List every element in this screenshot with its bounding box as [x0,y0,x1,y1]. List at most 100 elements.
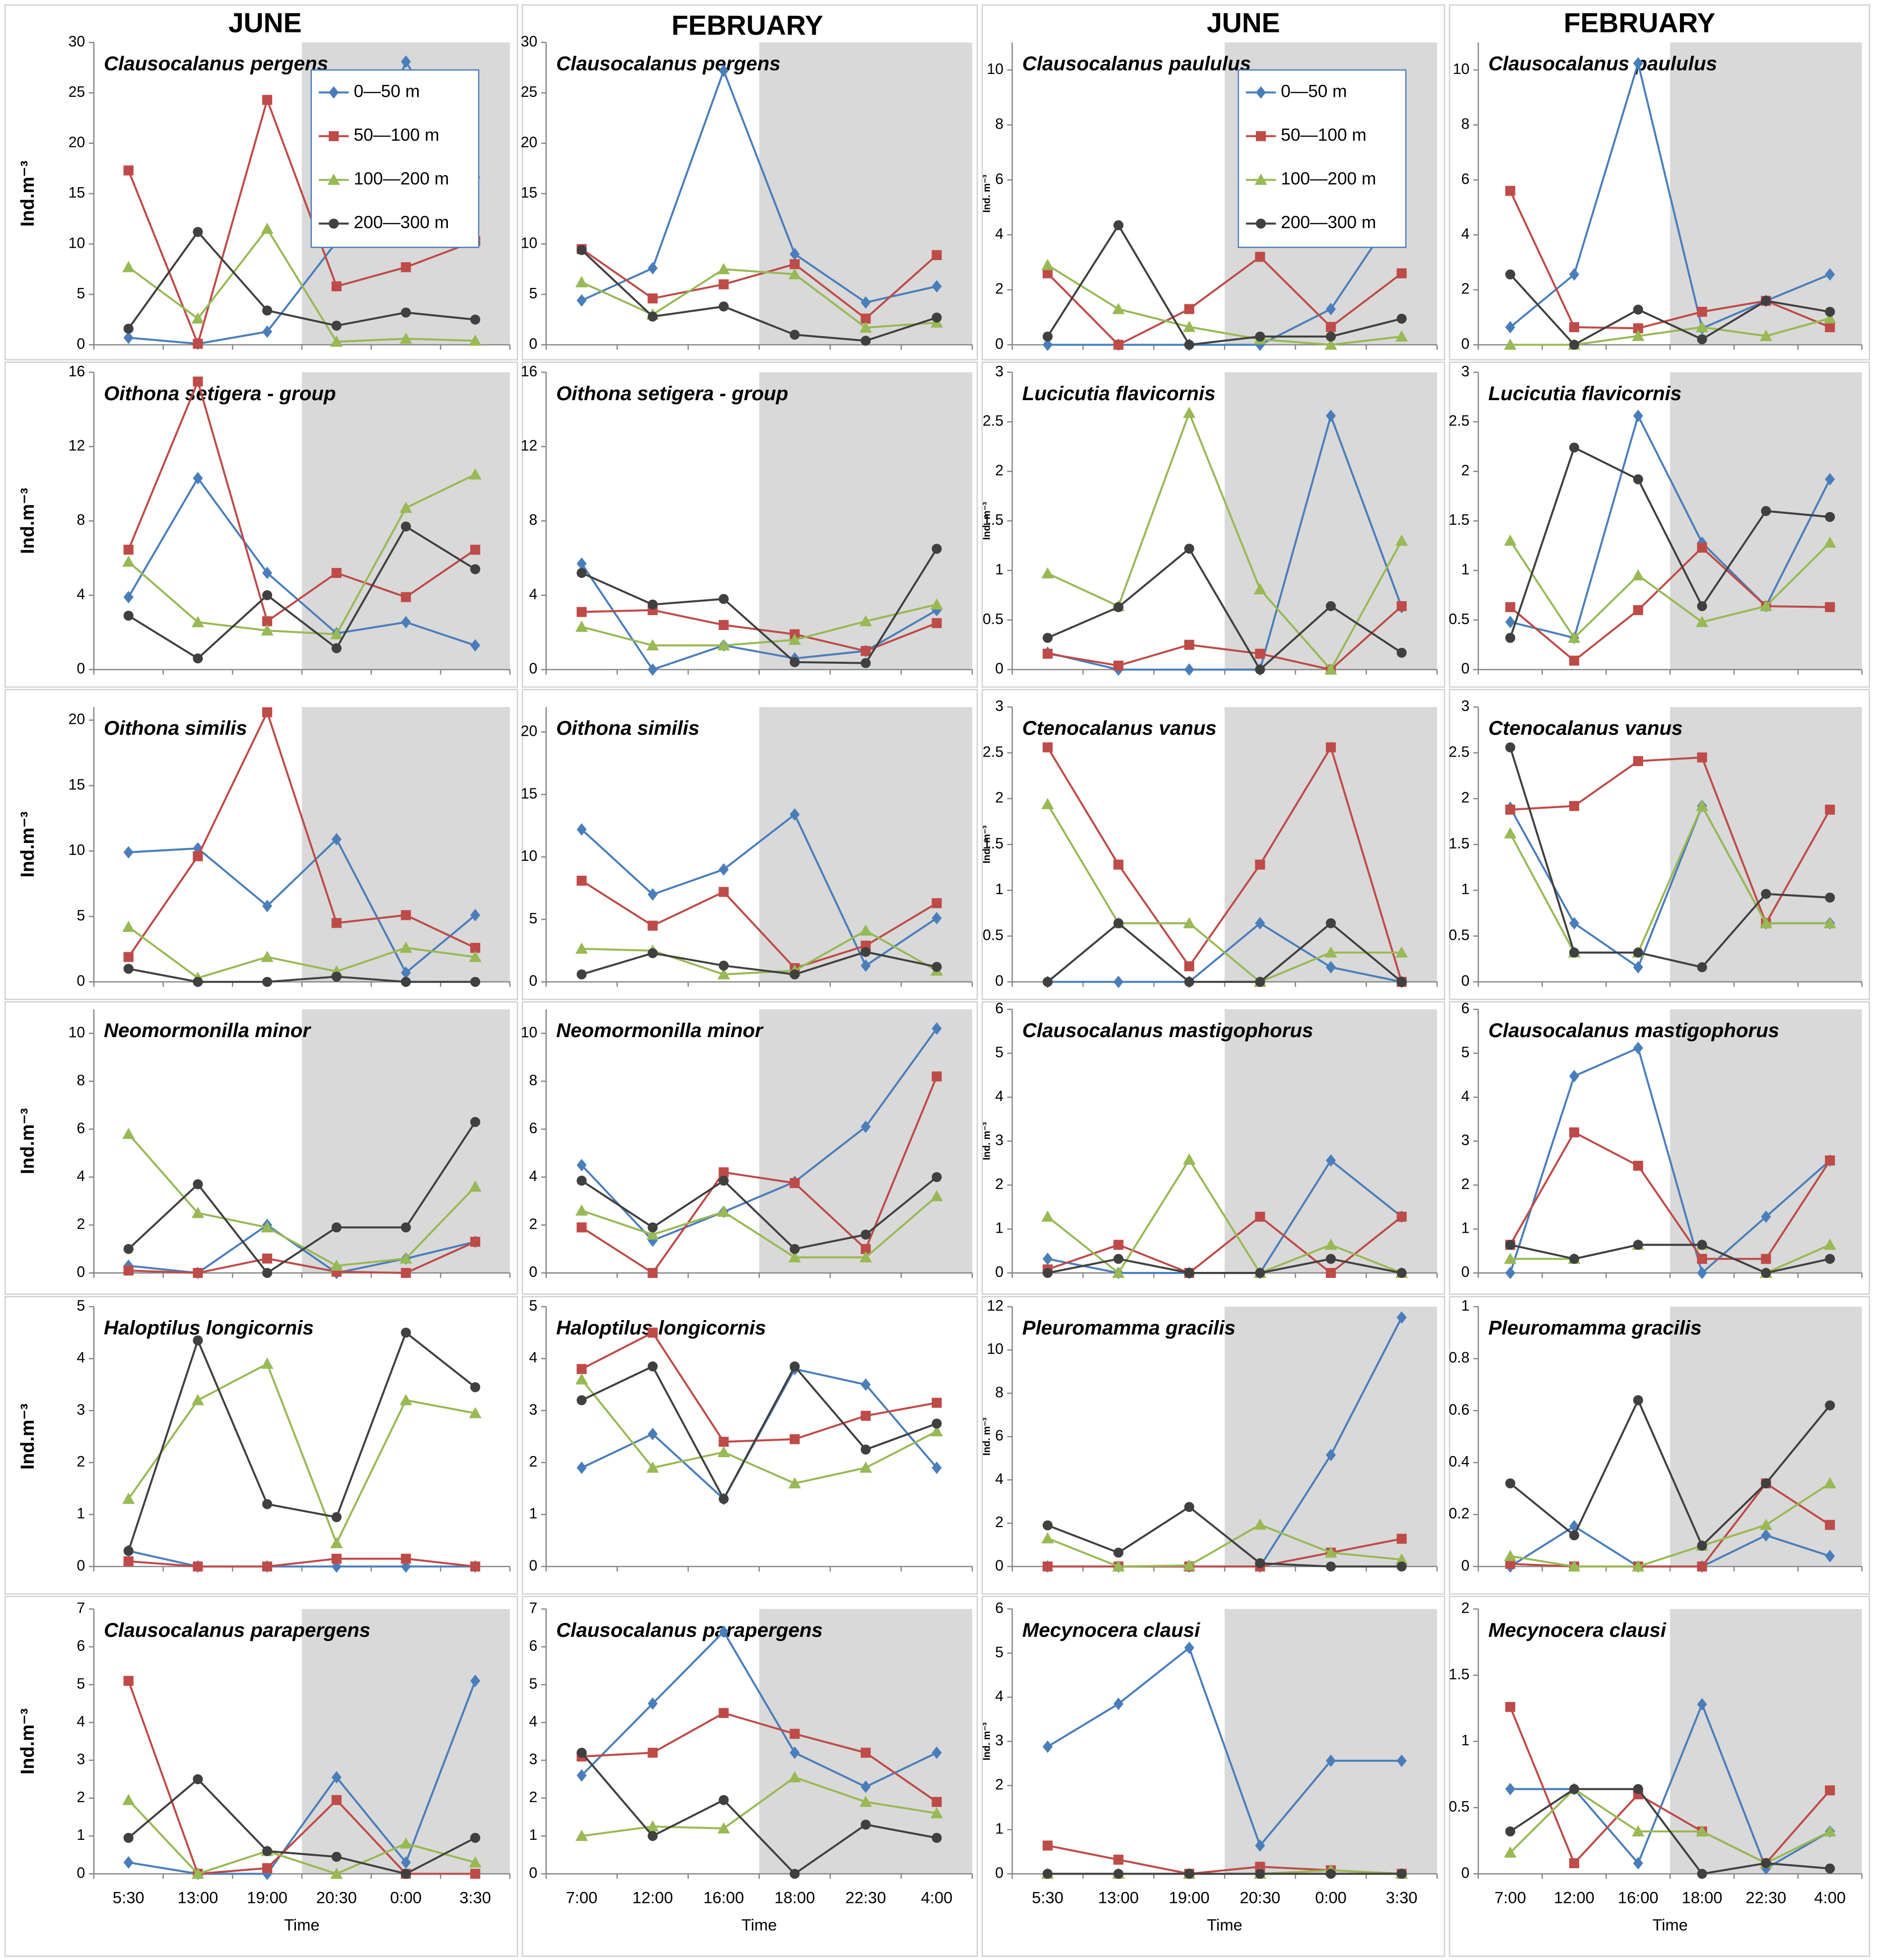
series-line [128,1778,476,1875]
series-line [1509,446,1830,638]
y-tick-label: 10 [69,1024,85,1041]
data-point [1253,1518,1267,1530]
series-line [128,1550,476,1568]
data-point [788,1771,801,1783]
data-point [1184,639,1194,650]
data-point [1695,321,1709,333]
series-line [1510,1244,1830,1274]
night-shade [759,1009,972,1273]
y-tick-label: 1 [995,1820,1004,1837]
series-line [1510,59,1830,330]
y-tick-label: 30 [69,34,85,50]
x-tick-label: 5:30 [1032,1888,1064,1906]
data-point [859,1461,872,1473]
series-line [128,230,476,330]
series-line [581,1712,938,1803]
y-tick-label: 16 [69,363,85,380]
y-tick-label: 1 [995,1220,1004,1237]
y-tick-label: 0.4 [1449,1454,1469,1470]
data-point [470,545,481,555]
series-line [1047,1646,1402,1848]
data-point [1569,1254,1580,1264]
data-point [648,311,658,322]
series-line [1509,540,1831,639]
data-point [859,924,872,936]
data-point [648,293,658,304]
chart-title: Lucicutia flavicornis [1488,382,1681,405]
data-point [861,1244,871,1254]
data-point [861,947,871,957]
night-shade [759,42,972,345]
data-point [1042,1561,1053,1572]
data-point [1042,977,1053,987]
y-tick-label: 0 [529,973,537,989]
data-point [1633,1784,1643,1794]
y-tick-label: 6 [77,1120,85,1136]
data-point [648,888,658,901]
data-point [1112,1560,1125,1572]
data-point [1825,1785,1835,1796]
data-point [1255,977,1265,987]
data-point [1505,1826,1516,1837]
legend-marker [1256,131,1266,141]
series-line [1509,1047,1831,1275]
data-point [648,1267,658,1278]
series-line [1047,605,1402,671]
legend-marker [327,173,340,185]
data-point [191,1867,205,1879]
data-point [1505,1478,1516,1488]
series-line [1510,317,1830,346]
series-line [128,838,476,975]
data-point [1504,1549,1517,1561]
data-point [1112,302,1125,314]
y-tick-label: 7 [77,1600,85,1616]
y-tick-label: 10 [69,235,85,251]
data-point [1183,407,1196,418]
data-point [790,1729,800,1739]
data-point [1255,252,1265,262]
y-tick-label: 10 [1453,61,1470,77]
y-tick-label: 0 [77,661,85,677]
data-point [1183,917,1196,928]
column-header: FEBRUARY [671,10,823,41]
y-tick-label: 0 [1461,1264,1470,1280]
data-point [262,590,273,601]
data-point [401,1869,411,1879]
y-axis-label: Ind.m⁻³ [17,1708,38,1774]
series-line [1510,1482,1831,1568]
data-point [1697,601,1707,612]
y-tick-label: 2 [995,1777,1004,1793]
y-tick-label: 0 [77,336,85,352]
data-point [932,250,942,260]
data-point [1633,1240,1643,1250]
data-point [123,611,134,621]
data-point [1697,334,1707,345]
legend-label: 100—200 m [354,169,449,189]
chart-title: Neomormonilla minor [556,1019,764,1042]
data-point [331,1795,342,1805]
y-tick-label: 1 [529,1506,537,1522]
series-line [1510,756,1831,926]
data-point [1113,976,1124,988]
series-line [581,548,938,664]
data-point [1325,742,1336,753]
data-point [1505,602,1516,613]
series-line [1046,745,1403,982]
data-point [261,624,274,636]
data-point [719,960,729,971]
data-point [648,599,658,610]
y-tick-label: 6 [995,1000,1004,1017]
data-point [261,222,274,234]
data-point [577,1159,587,1172]
chart-title: Oithona similis [104,717,247,739]
series-line [1510,413,1831,639]
data-point [719,1494,729,1504]
data-point [262,977,273,987]
night-shade [1225,1609,1437,1874]
series-line [581,249,937,342]
data-point [788,268,801,280]
y-tick-label: 1 [1461,881,1470,898]
data-point [1325,1267,1336,1278]
data-point [1325,331,1336,342]
data-point [1825,1155,1835,1166]
